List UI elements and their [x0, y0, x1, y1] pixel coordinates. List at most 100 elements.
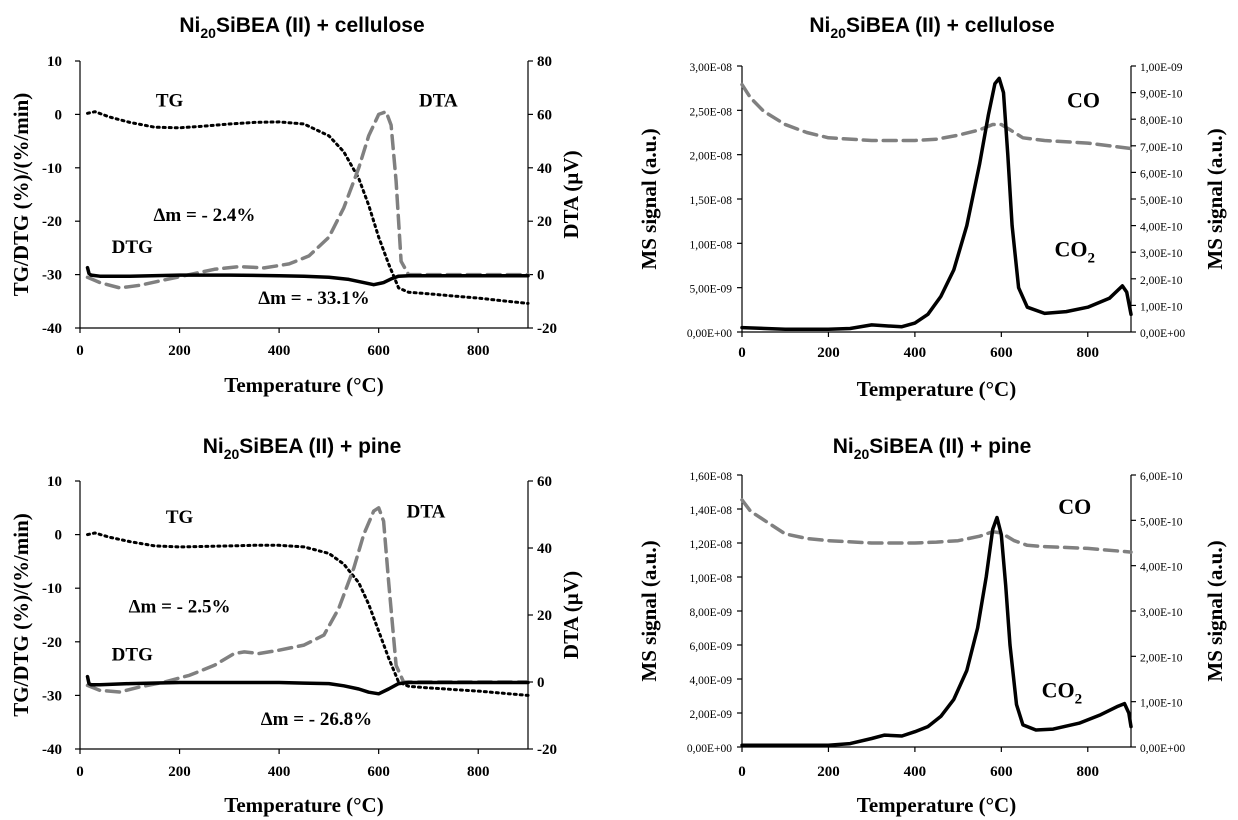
y2-tick-label: 20 — [537, 608, 552, 624]
annotation-label: DTG — [112, 645, 153, 666]
y-tick-label: 10 — [47, 54, 62, 70]
y2-tick-label: 3,00E-10 — [1140, 607, 1183, 619]
y2-tick-label: 8,00E-10 — [1140, 115, 1183, 127]
y2-tick-label: 60 — [537, 107, 552, 123]
chart-title: Ni20SiBEA (II) + cellulose — [809, 14, 1054, 41]
y2-tick-label: 40 — [537, 161, 552, 177]
y-tick-label: 2,00E-09 — [690, 709, 733, 721]
chart-title-part: SiBEA (II) + cellulose — [846, 14, 1055, 37]
chart-title-part: Ni — [833, 435, 854, 458]
y2-tick-label: 5,00E-10 — [1140, 516, 1183, 528]
chart-title-part: SiBEA (II) + cellulose — [216, 14, 425, 37]
y2-tick-label: 2,00E-10 — [1140, 275, 1183, 287]
y-tick-label: -30 — [42, 688, 62, 704]
chart-title-subscript: 20 — [830, 25, 846, 41]
x-tick-label: 400 — [904, 764, 927, 780]
y-axis-title: MS signal (a.u.) — [637, 540, 661, 681]
x-tick-label: 400 — [268, 343, 291, 359]
y-tick-label: -20 — [42, 635, 62, 651]
annotation-text: TG — [156, 90, 184, 111]
y-tick-label: 2,50E-08 — [690, 106, 733, 118]
annotation-label: CO2 — [1055, 237, 1096, 267]
chart-title-part: SiBEA (II) + pine — [869, 435, 1031, 458]
y-tick-label: 2,00E-08 — [690, 151, 733, 163]
series-co2-line — [740, 76, 1133, 332]
y-tick-label: 0,00E+00 — [687, 328, 732, 340]
x-tick-label: 800 — [1077, 345, 1100, 361]
y-tick-label: -10 — [42, 581, 62, 597]
y2-tick-label: 9,00E-10 — [1140, 89, 1183, 101]
y-tick-label: 0 — [55, 528, 63, 544]
x-tick-label: 600 — [367, 343, 390, 359]
x-tick-label: 400 — [904, 345, 927, 361]
y2-tick-label: 0 — [537, 268, 545, 284]
x-tick-label: 200 — [817, 764, 840, 780]
annotation-text: DTA — [407, 501, 446, 522]
y2-tick-label: 6,00E-10 — [1140, 168, 1183, 180]
y2-axis-title: MS signal (a.u.) — [1203, 128, 1227, 269]
annotation-subscript: 2 — [1075, 692, 1083, 708]
y2-tick-label: 0,00E+00 — [1140, 328, 1185, 340]
chart-panel-2: Ni20SiBEA (II) + cellulose 0 200 400 600 800 0… — [637, 14, 1227, 401]
series-dtg-line — [85, 674, 530, 696]
x-tick-label: 200 — [168, 764, 191, 780]
chart-title-subscript: 20 — [854, 446, 870, 462]
series-dta-line — [85, 109, 530, 290]
y-tick-label: 1,00E-08 — [690, 573, 733, 585]
x-tick-label: 800 — [467, 343, 490, 359]
chart-title: Ni20SiBEA (II) + pine — [833, 435, 1032, 462]
chart-title: Ni20SiBEA (II) + pine — [203, 435, 402, 462]
y2-tick-label: 2,00E-10 — [1140, 652, 1183, 664]
annotation-label: TG — [166, 507, 194, 528]
x-tick-label: 600 — [990, 764, 1013, 780]
chart-panel-4: Ni20SiBEA (II) + pine 0 200 400 600 800 0,00E+… — [637, 435, 1227, 817]
annotation-label: Δm = - 26.8% — [261, 709, 372, 730]
y2-tick-label: 80 — [537, 54, 552, 70]
annotation-label: DTA — [419, 90, 458, 111]
annotation-label: CO2 — [1042, 678, 1083, 708]
y-tick-label: 5,00E-09 — [690, 284, 733, 296]
y-tick-label: 10 — [47, 474, 62, 490]
x-axis-title: Temperature (°C) — [224, 373, 383, 397]
y-tick-label: 1,40E-08 — [690, 505, 733, 517]
y-tick-label: 0 — [55, 107, 63, 123]
series-co-line — [740, 82, 1133, 151]
annotation-text: CO — [1058, 494, 1091, 519]
x-tick-label: 800 — [1077, 764, 1100, 780]
annotation-label: Δm = - 2.5% — [129, 596, 231, 617]
chart-title: Ni20SiBEA (II) + cellulose — [179, 14, 424, 41]
chart-title-part: Ni — [179, 14, 200, 37]
annotation-text: CO — [1067, 88, 1100, 113]
chart-title-part: Ni — [809, 14, 830, 37]
y2-tick-label: 1,00E-09 — [1140, 62, 1183, 74]
y2-tick-label: 20 — [537, 214, 552, 230]
annotation-label: TG — [156, 90, 184, 111]
y-tick-label: 1,00E-08 — [690, 239, 733, 251]
y-tick-label: 1,60E-08 — [690, 471, 733, 483]
annotation-text: CO — [1055, 237, 1088, 262]
annotation-text: DTA — [419, 90, 458, 111]
y-tick-label: 1,20E-08 — [690, 539, 733, 551]
x-axis-title: Temperature (°C) — [857, 377, 1016, 401]
x-tick-label: 0 — [76, 343, 84, 359]
y2-tick-label: 5,00E-10 — [1140, 195, 1183, 207]
annotation-label: DTA — [407, 501, 446, 522]
y-tick-label: 0,00E+00 — [687, 743, 732, 755]
y-tick-label: 6,00E-09 — [690, 641, 733, 653]
x-tick-label: 600 — [990, 345, 1013, 361]
annotation-subscript: 2 — [1088, 251, 1096, 267]
y-tick-label: -30 — [42, 268, 62, 284]
annotation-text: Δm = - 33.1% — [258, 288, 369, 309]
y-tick-label: -10 — [42, 161, 62, 177]
chart-title-subscript: 20 — [200, 25, 216, 41]
series-tg-line — [86, 110, 530, 305]
annotation-label: CO — [1058, 494, 1091, 519]
x-tick-label: 0 — [738, 764, 746, 780]
y-axis-title: TG/DTG (%)/(%/min) — [9, 513, 33, 717]
y-tick-label: -40 — [42, 742, 62, 758]
y-axis-title: MS signal (a.u.) — [637, 128, 661, 269]
x-tick-label: 400 — [268, 764, 291, 780]
y-tick-label: 1,50E-08 — [690, 195, 733, 207]
